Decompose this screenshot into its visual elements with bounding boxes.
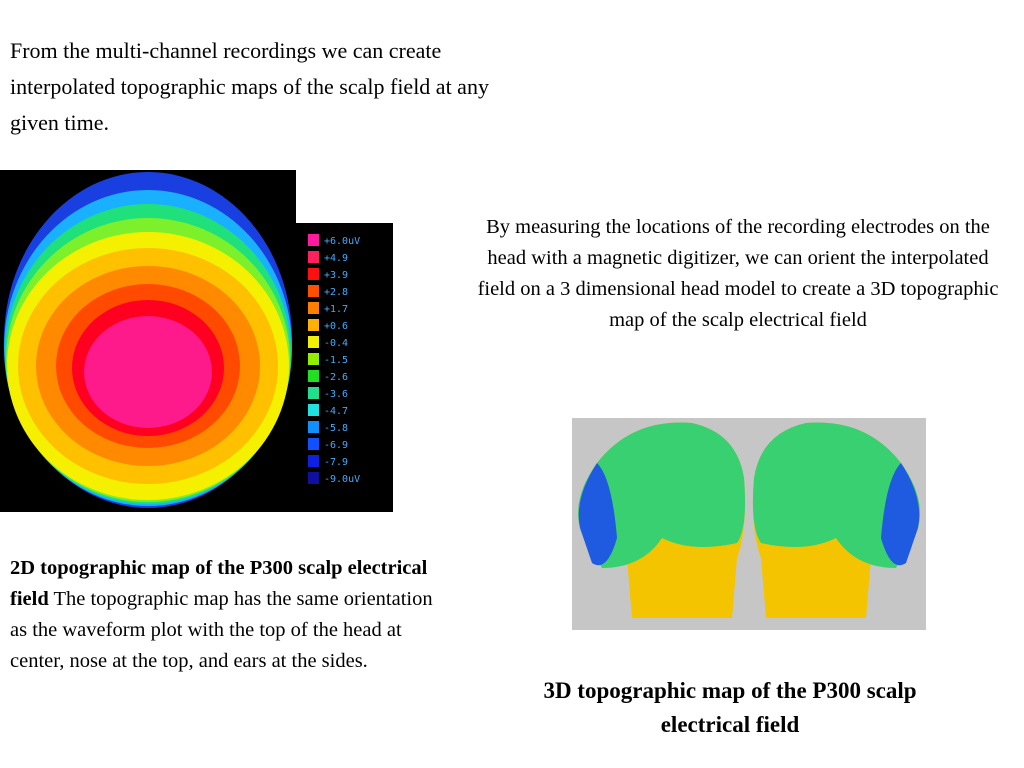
scale-label: -7.9 [324, 457, 348, 468]
head-left-field [578, 422, 746, 568]
scale-label: +6.0uV [324, 236, 360, 247]
caption-3d: 3D topographic map of the P300 scalp ele… [543, 678, 917, 737]
scale-swatch [308, 251, 319, 263]
scale-label: +1.7 [324, 304, 348, 315]
scale-swatch [308, 472, 319, 484]
scale-swatch [308, 234, 319, 246]
topo-map-2d: +6.0uV +4.9 +3.9 +2.8 +1.7 +0.6 -0.4 -1.5 -2.6 -3… [0, 170, 393, 512]
caption-2d-text: The topographic map has the same orienta… [10, 588, 433, 672]
scale-label: +0.6 [324, 321, 348, 332]
scale-label: -4.7 [324, 406, 348, 417]
intro-text: From the multi-channel recordings we can… [10, 38, 489, 135]
scale-label: -2.6 [324, 372, 348, 383]
field-ring [84, 316, 212, 428]
scale-label: -6.9 [324, 440, 348, 451]
scale-label: -9.0uV [324, 474, 360, 485]
scale-swatch [308, 421, 319, 433]
scale-label: -1.5 [324, 355, 348, 366]
scale-bg [296, 223, 393, 512]
scale-swatch [308, 319, 319, 331]
color-scale: +6.0uV +4.9 +3.9 +2.8 +1.7 +0.6 -0.4 -1.5 -2.6 -3… [308, 234, 360, 485]
scale-swatch [308, 353, 319, 365]
scale-swatch [308, 404, 319, 416]
scale-label: -0.4 [324, 338, 348, 349]
scale-label: +3.9 [324, 270, 348, 281]
head-right-field [752, 422, 920, 568]
scale-swatch [308, 387, 319, 399]
head-right-face [881, 463, 920, 566]
scale-label: -5.8 [324, 423, 348, 434]
head-model-3d [572, 418, 926, 630]
head-left-face [578, 463, 617, 566]
scale-label: +2.8 [324, 287, 348, 298]
scale-label: +4.9 [324, 253, 348, 264]
scale-swatch [308, 285, 319, 297]
description: By measuring the locations of the record… [477, 216, 999, 331]
scale-swatch [308, 302, 319, 314]
caption-2d: 2D topographic map of the P300 scalp ele… [10, 553, 450, 677]
caption-2d-bold: 2D topographic map of the P300 scalp ele… [10, 557, 428, 610]
scale-swatch [308, 455, 319, 467]
scale-swatch [308, 336, 319, 348]
scale-label: -3.6 [324, 389, 348, 400]
scale-swatch [308, 370, 319, 382]
scale-swatch [308, 268, 319, 280]
scale-swatch [308, 438, 319, 450]
